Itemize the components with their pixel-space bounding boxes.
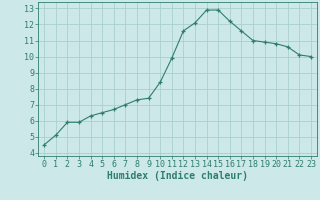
- X-axis label: Humidex (Indice chaleur): Humidex (Indice chaleur): [107, 171, 248, 181]
